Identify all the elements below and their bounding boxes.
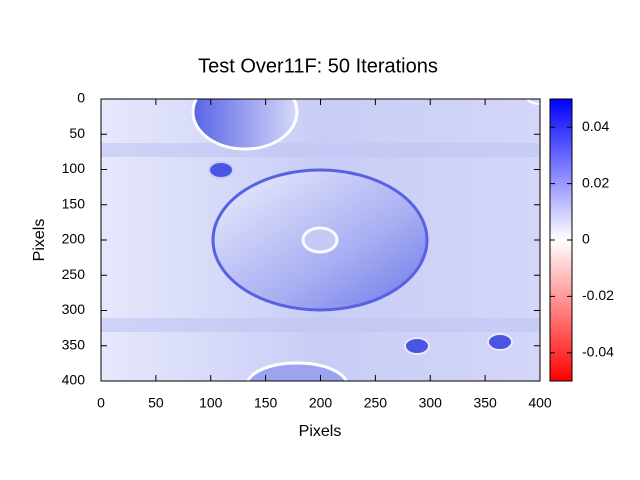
x-tick-label: 400: [528, 395, 552, 411]
x-tick-label: 0: [97, 395, 105, 411]
x-tick-label: 250: [364, 395, 388, 411]
colorbar-tick-label: -0.04: [582, 344, 614, 360]
colorbar-tick-label: 0.02: [582, 174, 609, 190]
y-tick-label: 150: [62, 195, 86, 211]
colorbar-tick-label: -0.02: [582, 287, 614, 303]
chart-title: Test Over11F: 50 Iterations: [198, 55, 438, 77]
y-tick-label: 250: [62, 266, 86, 282]
colorbar-tick-label: 0.04: [582, 118, 609, 134]
y-axis-label: Pixels: [31, 219, 48, 262]
y-tick-label: 400: [62, 372, 86, 388]
colorbar-tick-label: 0: [582, 231, 590, 247]
x-tick-label: 50: [148, 395, 164, 411]
x-tick-label: 200: [309, 395, 333, 411]
y-tick-label: 0: [77, 90, 85, 106]
x-tick-label: 350: [473, 395, 497, 411]
y-tick-label: 100: [62, 160, 86, 176]
y-tick-label: 200: [62, 231, 86, 247]
heatmap: [101, 99, 540, 381]
y-tick-label: 300: [62, 301, 86, 317]
x-tick-label: 150: [254, 395, 278, 411]
y-tick-label: 350: [62, 336, 86, 352]
y-tick-label: 50: [69, 125, 85, 141]
x-axis-label: Pixels: [299, 423, 342, 440]
x-tick-label: 300: [419, 395, 443, 411]
x-tick-label: 100: [199, 395, 223, 411]
